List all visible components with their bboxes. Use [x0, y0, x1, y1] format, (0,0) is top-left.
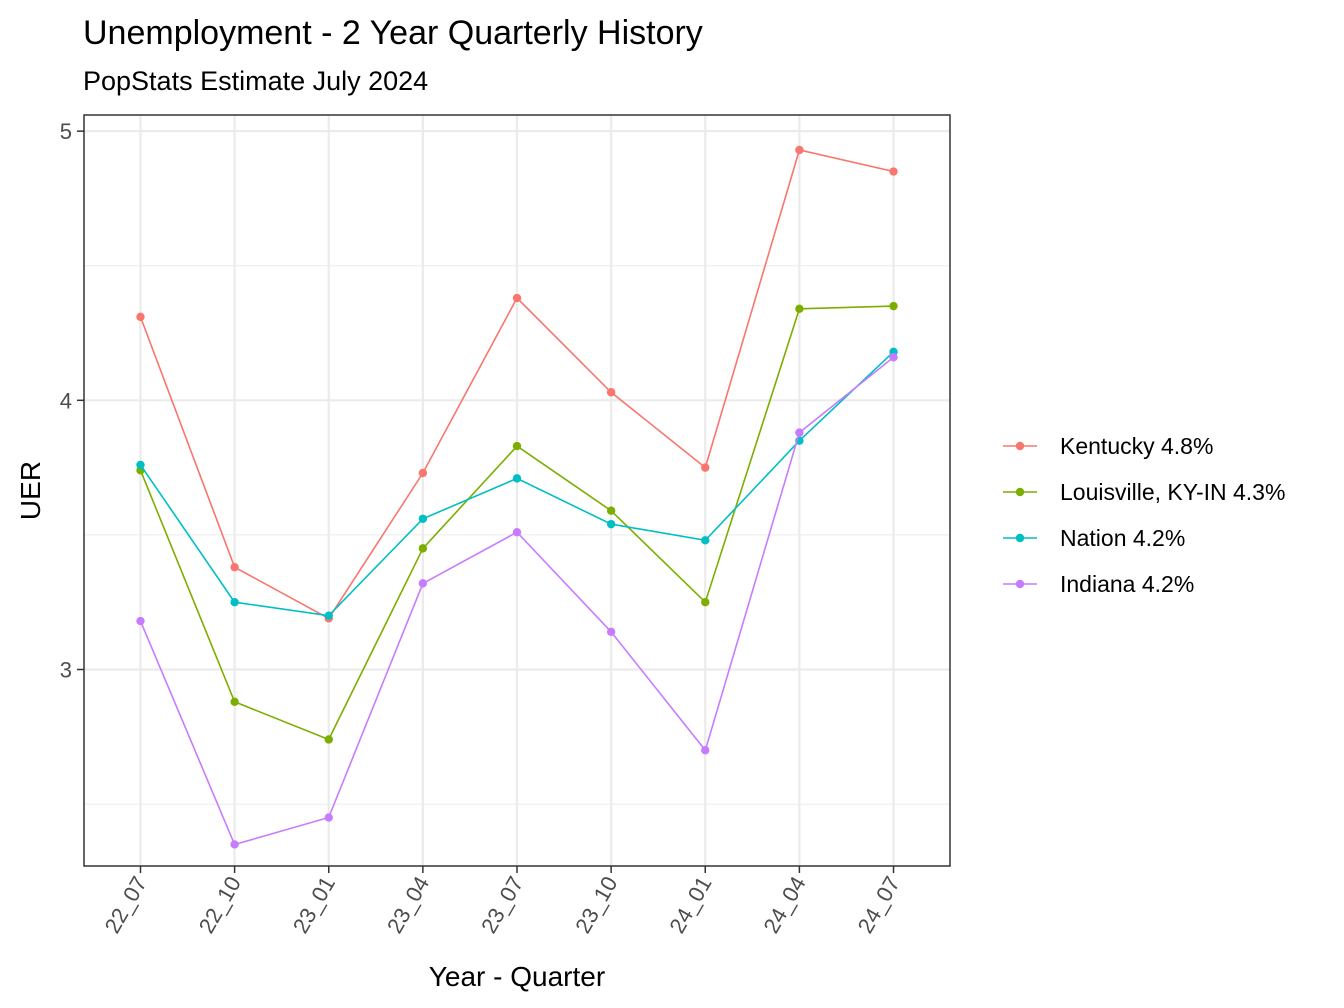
x-tick-label: 24_04 — [758, 872, 810, 937]
x-tick-label: 23_04 — [382, 872, 434, 937]
data-point — [701, 746, 710, 755]
series-1 — [136, 301, 898, 744]
data-point — [324, 611, 333, 620]
x-tick-label: 23_07 — [476, 872, 528, 937]
legend-item: Indiana 4.2% — [1003, 571, 1194, 597]
data-point — [606, 506, 616, 515]
chart-title: Unemployment - 2 Year Quarterly History — [83, 14, 703, 52]
data-point — [230, 697, 239, 707]
data-point — [889, 353, 898, 362]
data-point — [795, 304, 804, 314]
legend-label: Indiana 4.2% — [1060, 571, 1194, 597]
data-point — [230, 563, 239, 572]
y-tick-label: 4 — [60, 388, 72, 413]
x-axis-title: Year - Quarter — [429, 961, 605, 992]
data-point — [512, 441, 522, 451]
legend-item: Kentucky 4.8% — [1003, 433, 1213, 459]
data-point — [795, 428, 804, 437]
data-point — [230, 598, 239, 607]
data-point — [512, 474, 522, 483]
data-point — [136, 460, 145, 470]
data-point — [701, 463, 710, 472]
data-point — [512, 293, 522, 303]
data-point — [324, 735, 333, 744]
x-tick-label: 22_07 — [100, 872, 152, 937]
data-point — [512, 528, 522, 537]
legend-label: Kentucky 4.8% — [1060, 433, 1213, 459]
y-axis-title: UER — [15, 461, 46, 520]
legend-item: Louisville, KY-IN 4.3% — [1003, 479, 1285, 505]
data-point — [136, 616, 145, 626]
data-point — [418, 514, 428, 523]
axes: 3 4 5 22_07 22_10 23_01 23_04 23_07 23_10 24_01 24… — [60, 119, 905, 937]
data-point — [324, 813, 333, 822]
data-point — [418, 468, 428, 478]
x-tick-label: 22_10 — [194, 872, 246, 937]
data-point — [889, 167, 898, 176]
grid-lines — [84, 115, 950, 866]
legend-key-point — [1015, 441, 1025, 451]
data-point — [606, 627, 616, 637]
x-tick-label: 23_01 — [288, 872, 340, 937]
legend-key-point — [1015, 579, 1025, 589]
x-tick-label: 23_10 — [570, 872, 622, 937]
data-point — [136, 312, 145, 322]
series-lines — [136, 145, 898, 849]
y-tick-label: 3 — [60, 658, 72, 683]
legend-key-point — [1015, 533, 1025, 543]
data-point — [606, 519, 616, 529]
series-0 — [136, 145, 898, 623]
data-point — [418, 544, 428, 553]
x-tick-label: 24_01 — [664, 872, 716, 937]
series-3 — [136, 353, 898, 849]
data-point — [230, 840, 239, 849]
data-point — [418, 579, 428, 588]
chart-subtitle: PopStats Estimate July 2024 — [83, 66, 428, 96]
data-point — [889, 301, 898, 311]
data-point — [795, 145, 804, 155]
legend-key-point — [1015, 487, 1025, 497]
y-tick-label: 5 — [60, 119, 72, 144]
legend: Kentucky 4.8% Louisville, KY-IN 4.3% Natio… — [1003, 433, 1285, 597]
legend-label: Nation 4.2% — [1060, 525, 1185, 551]
data-point — [701, 536, 710, 545]
data-point — [701, 598, 710, 607]
x-tick-label: 24_07 — [853, 872, 905, 937]
legend-label: Louisville, KY-IN 4.3% — [1060, 479, 1285, 505]
legend-item: Nation 4.2% — [1003, 525, 1185, 551]
data-point — [606, 388, 616, 397]
